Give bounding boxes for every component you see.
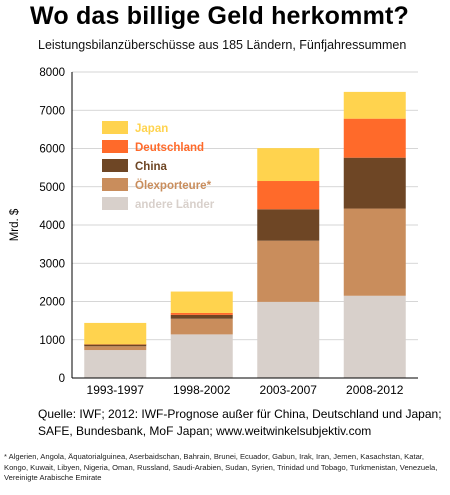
footnote: * Algerien, Angola, Äquatorialguinea, As… [4, 452, 438, 482]
legend-label: andere Länder [135, 199, 215, 211]
y-axis-label: Mrd. $ [9, 208, 21, 241]
page-title: Wo das billige Geld herkommt? [30, 2, 410, 30]
y-tick-label: 1000 [39, 335, 65, 347]
y-tick-label: 5000 [39, 182, 65, 194]
legend-swatch [102, 178, 128, 191]
chart-subtitle: Leistungsbilanzüberschüsse aus 185 Lände… [38, 38, 407, 52]
x-tick-label: 1993-1997 [87, 383, 145, 397]
legend-label: Japan [135, 123, 168, 135]
bar-segment [84, 344, 147, 347]
bar-segment [84, 350, 147, 378]
chart: 0 1000 2000 3000 4000 5000 6000 7000 8000 1993-19… [9, 67, 418, 397]
source-line-1: Quelle: IWF; 2012: IWF-Prognose außer fü… [38, 407, 442, 421]
bar-segment [257, 240, 320, 302]
bar-segment [84, 322, 147, 345]
y-tick-label: 3000 [39, 258, 65, 270]
bar-segment [84, 346, 147, 351]
y-tick-label: 2000 [39, 297, 65, 309]
x-tick-label: 2003-2007 [260, 383, 318, 397]
y-tick-label: 8000 [39, 67, 65, 79]
legend-swatch [102, 121, 128, 134]
legend-label: Ölexporteure* [135, 179, 212, 192]
source-line-2: SAFE, Bundesbank, MoF Japan; www.weitwin… [38, 424, 372, 438]
bar-segment [343, 91, 406, 119]
bar-segment [170, 312, 233, 315]
bar-segment [343, 157, 406, 209]
y-tick-label: 0 [59, 373, 65, 385]
source-note: Quelle: IWF; 2012: IWF-Prognose außer fü… [38, 406, 442, 440]
legend-swatch [102, 159, 128, 172]
axes: 0 1000 2000 3000 4000 5000 6000 7000 8000 1993-19… [9, 67, 418, 397]
x-tick-label: 2008-2012 [346, 383, 404, 397]
legend-label: China [135, 161, 168, 173]
legend-swatch [102, 197, 128, 210]
bars [84, 91, 406, 378]
legend-label: Deutschland [135, 142, 204, 154]
bar-segment [343, 208, 406, 296]
legend-swatch [102, 140, 128, 153]
legend: Japan Deutschland China Ölexporteure* andere… [102, 121, 215, 211]
y-tick-label: 6000 [39, 144, 65, 156]
bar-segment [343, 118, 406, 158]
bar-segment [343, 295, 406, 378]
y-tick-label: 7000 [39, 105, 65, 117]
bar-segment [257, 148, 320, 182]
bar-segment [257, 301, 320, 378]
bar-segment [170, 314, 233, 319]
bar-segment [170, 291, 233, 313]
bar-segment [257, 181, 320, 210]
bar-segment [170, 334, 233, 378]
y-tick-label: 4000 [39, 220, 65, 232]
bar-segment [257, 209, 320, 241]
x-tick-label: 1998-2002 [173, 383, 231, 397]
bar-segment [170, 318, 233, 335]
